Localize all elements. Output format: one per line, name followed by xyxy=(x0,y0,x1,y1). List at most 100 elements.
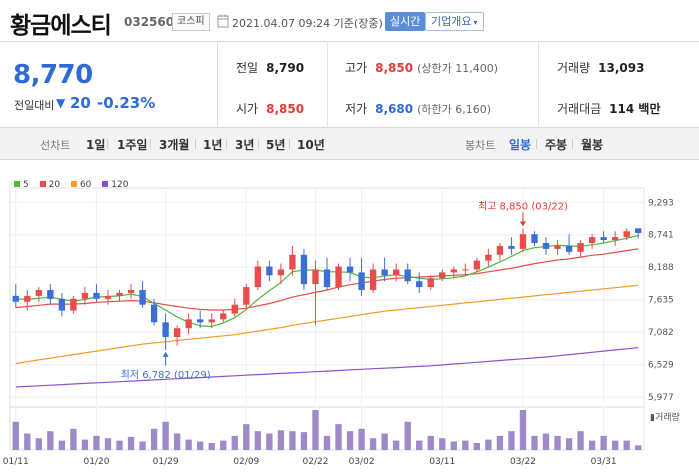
candle-body xyxy=(427,278,434,288)
volume-bar xyxy=(104,438,112,450)
legend-label: 120 xyxy=(111,180,129,190)
x-tick-label: 01/11 xyxy=(3,457,29,467)
candle-body xyxy=(565,245,573,252)
period-3y[interactable]: 3년 xyxy=(235,138,255,152)
legend-ma120: 120 xyxy=(102,180,128,190)
volume-bar xyxy=(496,435,504,450)
y-tick-label: 8,188 xyxy=(648,263,674,273)
volume-bar xyxy=(47,431,54,450)
candle-body xyxy=(485,254,492,261)
candle-body xyxy=(554,245,561,249)
candle-body xyxy=(635,228,642,234)
down-arrow-icon: ▼ xyxy=(56,96,66,110)
candle-monthly[interactable]: 월봉 xyxy=(581,138,604,152)
candle-body xyxy=(473,260,481,270)
low-marker-arrow xyxy=(162,351,169,357)
period-5y[interactable]: 5년 xyxy=(266,138,286,152)
stat-volume: 거래량 13,093 xyxy=(557,59,644,76)
stock-name: 황금에스티 xyxy=(10,13,112,39)
period-1d[interactable]: 1일 xyxy=(86,138,106,152)
volume-bar xyxy=(173,433,181,450)
candle-body xyxy=(381,269,388,276)
x-tick-label: 02/09 xyxy=(233,457,259,467)
candle-body xyxy=(508,245,515,249)
candle-body xyxy=(243,287,250,305)
quote-timestamp: 2021.04.07 09:24 기준(장중) xyxy=(232,17,383,30)
candle-body xyxy=(173,328,181,338)
price-panel: 8,770 전일대비 ▼ 20 -0.23% 전일 8,790 고가 8,850 (상… xyxy=(0,42,699,128)
volume-bar xyxy=(554,435,561,450)
period-1y[interactable]: 1년 xyxy=(203,138,223,152)
stat-value: 8,850 xyxy=(375,61,414,75)
volume-bar xyxy=(312,410,319,450)
stat-value: 8,680 xyxy=(375,102,414,116)
candle-body xyxy=(450,269,457,273)
candle-body xyxy=(335,266,342,288)
stat-label: 시가 xyxy=(236,102,259,116)
candle-body xyxy=(358,272,365,291)
candle-daily[interactable]: 일봉 xyxy=(509,138,532,152)
company-overview-button[interactable]: 기업개요 ▾ xyxy=(425,12,484,31)
volume-bar xyxy=(577,431,584,450)
stat-amount: 거래대금 114 백만 xyxy=(557,100,660,117)
stat-label: 저가 xyxy=(345,102,368,116)
volume-bar xyxy=(600,435,607,450)
separator xyxy=(289,139,290,149)
upper-limit: (상한가 11,400) xyxy=(417,62,498,75)
price-chart[interactable]: 5 20 60 120 5,977 6,529 7,082 7,635 8,188 8,7… xyxy=(0,172,699,476)
volume-bar xyxy=(70,428,77,450)
volume-bar xyxy=(220,440,227,450)
period-10y[interactable]: 10년 xyxy=(297,138,325,152)
volume-bar xyxy=(58,440,66,450)
candle-body xyxy=(266,266,273,276)
candle-body xyxy=(346,266,354,273)
candle-body xyxy=(300,254,308,285)
candle-body xyxy=(416,281,423,288)
volume-bar xyxy=(289,431,296,450)
clock-icon xyxy=(217,14,229,28)
stat-prev-close: 전일 8,790 xyxy=(236,59,304,76)
ma120-line xyxy=(15,347,639,388)
realtime-button[interactable]: 실시간 xyxy=(385,12,426,31)
candle-body xyxy=(577,243,584,252)
x-tick-label: 03/22 xyxy=(510,457,536,467)
legend-label: 5 xyxy=(23,180,29,190)
volume-bar xyxy=(231,435,238,450)
candle-body xyxy=(404,269,411,282)
y-tick-label: 6,529 xyxy=(648,361,674,371)
volume-bar xyxy=(197,441,204,450)
candle-body xyxy=(519,234,527,249)
current-price-box: 8,770 전일대비 ▼ 20 -0.23% xyxy=(0,42,218,128)
volume-bar xyxy=(300,432,308,450)
ma60-line xyxy=(15,284,639,365)
volume-bar xyxy=(369,438,377,450)
candle-body xyxy=(116,292,123,296)
stat-value: 8,850 xyxy=(266,102,305,116)
volume-bar xyxy=(81,439,89,450)
candle-body xyxy=(93,292,100,299)
stock-header: 황금에스티 032560 코스피 2021.04.07 09:24 기준(장중)… xyxy=(0,0,699,42)
high-marker-arrow xyxy=(519,221,526,227)
volume-bar xyxy=(404,421,411,450)
x-tick-label: 01/20 xyxy=(83,457,109,467)
candle-body xyxy=(439,272,446,279)
candle-body xyxy=(369,269,377,291)
candle-body xyxy=(208,319,215,323)
candle-weekly[interactable]: 주봉 xyxy=(545,138,568,152)
period-1w[interactable]: 1주일 xyxy=(117,138,148,152)
line-chart-label: 선차트 xyxy=(40,139,71,152)
volume-bar xyxy=(24,433,31,450)
candle-body xyxy=(462,269,469,271)
candle-body xyxy=(623,231,630,238)
candle-body xyxy=(588,237,596,244)
legend-label: 20 xyxy=(48,180,61,190)
volume-bar xyxy=(208,442,215,450)
volume-bar xyxy=(462,440,469,450)
volume-bar xyxy=(450,441,457,450)
x-tick-label: 03/02 xyxy=(349,457,375,467)
change-value: 20 xyxy=(70,94,91,112)
candle-body xyxy=(70,298,77,311)
volume-bar xyxy=(623,440,630,450)
period-3m[interactable]: 3개월 xyxy=(159,138,190,152)
volume-bar xyxy=(162,421,169,450)
